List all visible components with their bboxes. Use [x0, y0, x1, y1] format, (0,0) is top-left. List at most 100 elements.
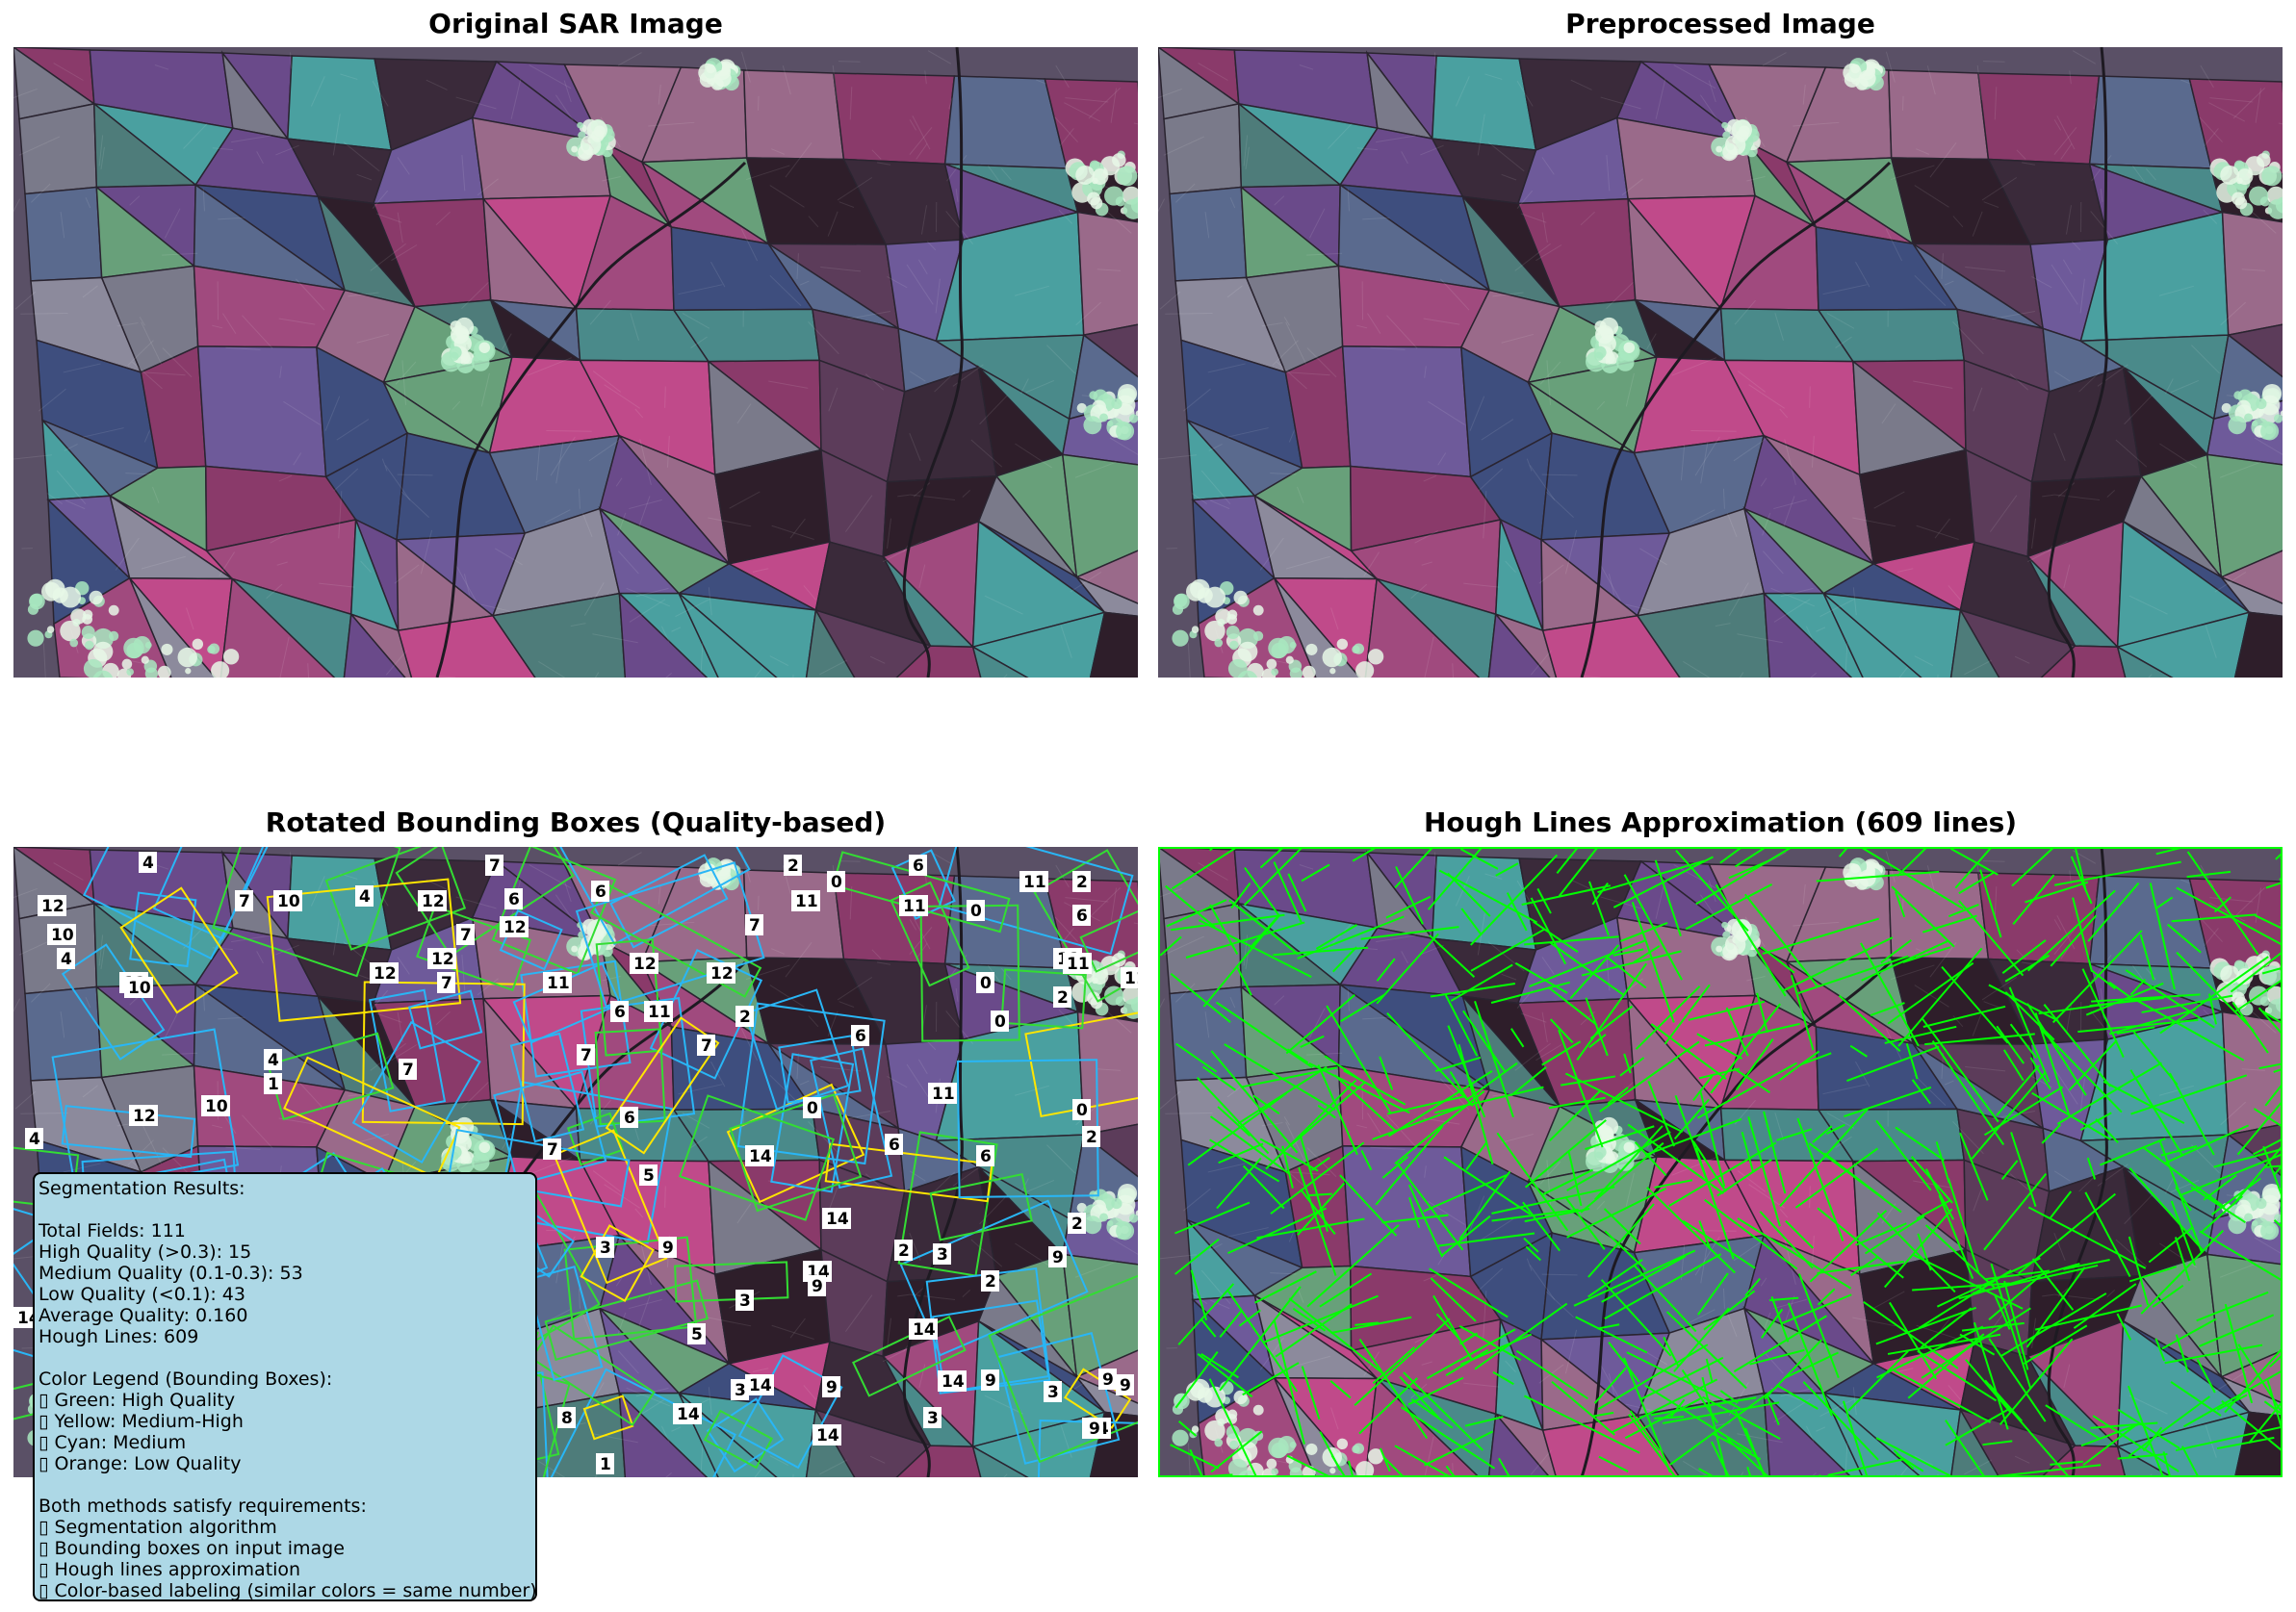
box-label: 6: [591, 881, 609, 902]
svg-text:6: 6: [855, 1027, 866, 1046]
box-label: 7: [543, 1139, 561, 1160]
svg-text:9: 9: [1102, 1370, 1114, 1390]
requirement-segmentation: ▯ Segmentation algorithm: [39, 1517, 277, 1538]
svg-text:14: 14: [942, 1372, 965, 1392]
svg-text:12: 12: [503, 918, 527, 937]
svg-text:12: 12: [422, 892, 445, 911]
svg-text:9: 9: [985, 1371, 996, 1391]
preprocessed-image: [1158, 47, 2283, 678]
svg-text:11: 11: [903, 897, 926, 916]
requirements-title: Both methods satisfy requirements:: [39, 1496, 367, 1517]
svg-text:14: 14: [677, 1405, 700, 1424]
box-label: 0: [1072, 1099, 1091, 1120]
bounding-box: [729, 1093, 863, 1213]
box-label: 6: [976, 1145, 994, 1166]
box-label: 9: [1116, 1374, 1134, 1395]
legend-orange: ▯ Orange: Low Quality: [39, 1453, 242, 1474]
box-label: 6: [1072, 905, 1091, 926]
box-label: 9: [1048, 1246, 1067, 1267]
low-quality-count: Low Quality (<0.1): 43: [39, 1284, 245, 1305]
svg-text:0: 0: [980, 974, 992, 993]
svg-text:11: 11: [1124, 969, 1138, 988]
bounding-box: [706, 1397, 785, 1473]
bounding-box: [324, 847, 467, 951]
medium-quality-count: Medium Quality (0.1-0.3): 53: [39, 1263, 303, 1284]
box-label: 14: [673, 1403, 702, 1424]
title-original: Original SAR Image: [428, 8, 723, 39]
legend-green: ▯ Green: High Quality: [39, 1390, 236, 1411]
bounding-box: [580, 1224, 655, 1302]
svg-text:9: 9: [1089, 1420, 1100, 1439]
svg-text:4: 4: [142, 854, 154, 873]
bounding-box: [553, 1129, 668, 1285]
svg-text:6: 6: [595, 883, 606, 902]
box-label: 9: [658, 1237, 677, 1258]
legend-title: Color Legend (Bounding Boxes):: [39, 1369, 333, 1390]
svg-text:7: 7: [580, 1046, 592, 1065]
bounding-box: [824, 1142, 993, 1203]
box-label: 6: [851, 1025, 869, 1046]
title-hough: Hough Lines Approximation (609 lines): [1423, 806, 2018, 838]
svg-text:12: 12: [633, 955, 657, 974]
svg-text:10: 10: [51, 926, 74, 945]
box-label: 10: [124, 977, 153, 998]
svg-text:2: 2: [1071, 1215, 1083, 1234]
box-label: 12: [707, 962, 735, 984]
svg-text:5: 5: [691, 1325, 703, 1344]
bounding-box: [369, 988, 447, 1113]
title-preprocessed: Preprocessed Image: [1565, 8, 1875, 39]
bounding-box: [674, 1261, 789, 1303]
svg-text:1: 1: [600, 1455, 611, 1474]
bounding-box: [283, 1056, 461, 1180]
bounding-box: [212, 847, 401, 978]
box-label: 5: [687, 1323, 706, 1344]
svg-text:12: 12: [431, 950, 454, 969]
requirement-bounding-boxes: ▯ Bounding boxes on input image: [39, 1538, 345, 1559]
box-label: 6: [620, 1107, 638, 1128]
svg-text:8: 8: [561, 1409, 573, 1428]
bounding-box: [678, 1094, 836, 1221]
original-sar-image: [13, 47, 1138, 678]
box-label: 0: [827, 871, 845, 892]
box-label: 11: [899, 895, 928, 916]
bounding-box: [529, 1324, 656, 1426]
box-label: 14: [909, 1318, 938, 1340]
box-label: 7: [399, 1059, 417, 1080]
box-label: 12: [500, 916, 529, 937]
box-label: 5: [639, 1164, 658, 1186]
total-fields: Total Fields: 111: [39, 1220, 186, 1241]
svg-text:11: 11: [932, 1085, 955, 1104]
segmentation-results-box: Segmentation Results: Total Fields: 111 …: [33, 1172, 537, 1601]
svg-text:12: 12: [41, 897, 64, 916]
svg-text:7: 7: [441, 974, 452, 993]
box-label: 14: [745, 1374, 774, 1395]
box-label: 3: [933, 1243, 951, 1265]
bounding-box: [929, 1172, 1033, 1241]
requirement-hough: ▯ Hough lines approximation: [39, 1559, 301, 1580]
box-label: 12: [427, 948, 456, 969]
box-label: 7: [235, 890, 253, 911]
requirement-color-labeling: ▯ Color-based labeling (similar colors =…: [39, 1580, 537, 1601]
box-label: 1: [264, 1073, 282, 1094]
bounding-box: [851, 1315, 967, 1397]
box-label: 0: [967, 900, 985, 921]
svg-text:11: 11: [1067, 955, 1090, 974]
high-quality-count: High Quality (>0.3): 15: [39, 1241, 252, 1263]
box-label: 14: [745, 1145, 774, 1166]
svg-text:7: 7: [460, 926, 472, 945]
box-label: 12: [129, 1105, 158, 1126]
svg-text:3: 3: [735, 1381, 746, 1400]
svg-text:2: 2: [898, 1241, 910, 1261]
svg-text:12: 12: [710, 964, 734, 984]
svg-text:14: 14: [913, 1320, 936, 1340]
bounding-box: [609, 854, 729, 949]
box-label: 3: [596, 1237, 614, 1258]
bounding-box: [119, 886, 239, 1014]
box-label: 4: [264, 1049, 282, 1070]
svg-text:10: 10: [277, 892, 300, 911]
box-label: 11: [644, 1001, 673, 1022]
box-label: 9: [1085, 1418, 1103, 1439]
box-label: 6: [610, 1001, 629, 1022]
box-label: 9: [981, 1369, 999, 1391]
box-label: 2: [735, 1006, 754, 1027]
